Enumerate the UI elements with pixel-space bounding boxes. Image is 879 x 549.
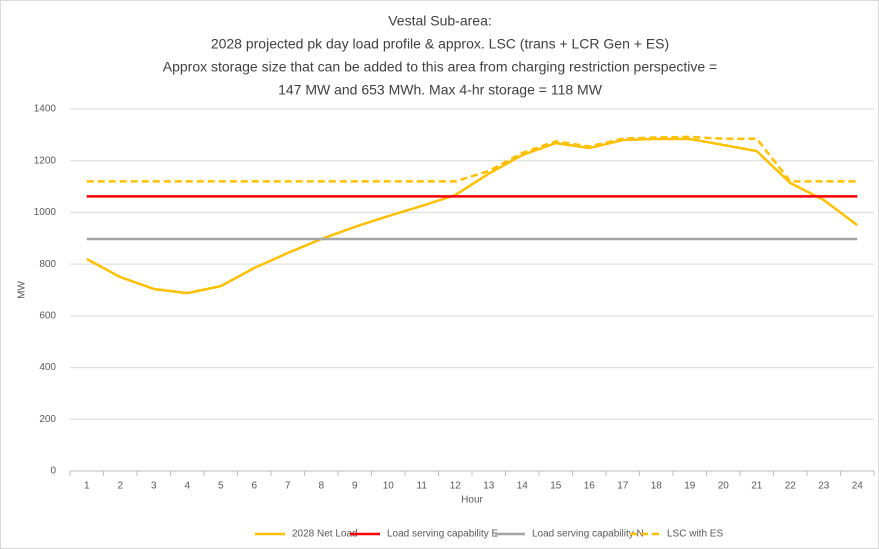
- x-tick-label: 13: [483, 481, 495, 492]
- x-tick-label: 10: [383, 481, 395, 492]
- y-tick-label: 0: [50, 466, 56, 477]
- legend-label: 2028 Net Load: [292, 529, 358, 540]
- x-tick-label: 7: [285, 481, 291, 492]
- x-tick-label: 19: [684, 481, 696, 492]
- x-tick-label: 16: [584, 481, 596, 492]
- x-tick-label: 11: [417, 481, 428, 492]
- x-tick-label: 20: [718, 481, 730, 492]
- x-tick-label: 23: [818, 481, 830, 492]
- x-tick-label: 24: [852, 481, 864, 492]
- x-tick-label: 2: [117, 481, 123, 492]
- x-tick-label: 1: [84, 481, 90, 492]
- y-tick-label: 200: [39, 414, 56, 425]
- x-tick-label: 21: [751, 481, 763, 492]
- x-tick-label: 9: [352, 481, 358, 492]
- y-tick-label: 1000: [34, 207, 57, 218]
- series-line: [86, 137, 858, 295]
- chart-title: Vestal Sub-area:: [388, 13, 492, 29]
- x-tick-label: 14: [517, 481, 529, 492]
- x-tick-label: 8: [318, 481, 324, 492]
- x-tick-label: 22: [785, 481, 797, 492]
- x-tick-label: 18: [651, 481, 663, 492]
- legend-label: LSC with ES: [667, 529, 723, 540]
- x-tick-label: 15: [550, 481, 562, 492]
- y-axis-label: MW: [17, 281, 28, 299]
- x-tick-label: 4: [184, 481, 190, 492]
- y-tick-label: 800: [39, 259, 56, 270]
- x-tick-label: 17: [617, 481, 629, 492]
- legend-label: Load serving capability E: [387, 529, 499, 540]
- legend-label: Load serving capability N: [532, 529, 644, 540]
- y-tick-label: 1400: [34, 104, 57, 115]
- chart-title: 2028 projected pk day load profile & app…: [211, 36, 669, 52]
- chart-title: Approx storage size that can be added to…: [163, 59, 717, 75]
- y-tick-label: 1200: [34, 155, 57, 166]
- x-tick-label: 5: [218, 481, 224, 492]
- x-tick-label: 6: [251, 481, 257, 492]
- y-tick-label: 400: [39, 362, 56, 373]
- series-line: [86, 135, 858, 183]
- chart-title: 147 MW and 653 MWh. Max 4-hr storage = 1…: [278, 82, 603, 98]
- x-axis-label: Hour: [461, 495, 483, 506]
- x-tick-label: 12: [450, 481, 462, 492]
- y-tick-label: 600: [39, 310, 56, 321]
- x-tick-label: 3: [151, 481, 157, 492]
